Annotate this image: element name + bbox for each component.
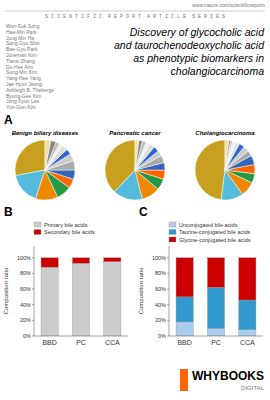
legend-label: Primary bile acids — [44, 222, 88, 228]
pie-slice — [135, 140, 139, 170]
y-tick-label: 80% — [20, 270, 31, 276]
x-tick-label: CCA — [105, 339, 120, 346]
pie-slice — [135, 170, 165, 179]
x-tick-label: BBD — [42, 339, 56, 346]
legend: Primary bile acidsSecondary bile acids — [34, 222, 95, 236]
author-line: Yun-Gon Kim — [6, 104, 36, 110]
pie-slice — [45, 141, 56, 170]
bar — [239, 258, 256, 300]
x-axis-line — [169, 336, 263, 337]
legend-swatch — [169, 237, 176, 242]
header-rule — [5, 11, 265, 12]
legend-label: Glycine-conjugated bile acids — [179, 237, 251, 243]
bars — [41, 258, 121, 336]
legend-swatch — [34, 222, 41, 227]
pie-slice — [225, 141, 232, 170]
header-text: S C I E N T I F I C R E P O R T A R T I … — [45, 14, 225, 20]
title-line: as phenotypic biomarkers in — [133, 52, 264, 64]
bar — [207, 258, 224, 288]
bar — [207, 287, 224, 328]
y-tick-label: 40% — [20, 302, 31, 308]
legend-label: Secondary bile acids — [44, 229, 95, 235]
y-axis-line — [169, 246, 170, 336]
x-axis: BBD PC CCA — [177, 339, 255, 346]
legend-swatch — [169, 222, 176, 227]
website: www.nature.com/scientificreports — [192, 2, 266, 8]
legend-swatch — [169, 230, 176, 235]
x-axis: BBD PC CCA — [42, 339, 120, 346]
panel-label: A — [4, 113, 13, 127]
logo-text: WHYBOOKS — [192, 369, 264, 383]
y-tick-label: 80% — [155, 270, 166, 276]
logo-mark — [180, 369, 188, 391]
x-tick-label: PC — [76, 339, 86, 346]
background — [0, 0, 270, 400]
page: www.nature.com/scientificreports S C I E … — [0, 0, 270, 400]
legend-label: Unconjugated bile acids — [179, 222, 238, 228]
title: Discovery of glycocholic acidand tauroch… — [114, 26, 265, 77]
bar — [207, 328, 224, 336]
pie-slice — [135, 140, 142, 170]
pie-slice — [225, 140, 231, 170]
y-tick-label: 0% — [158, 333, 166, 339]
x-axis-line — [34, 336, 128, 337]
title-line: cholangiocarcinoma — [171, 65, 265, 77]
legend: Unconjugated bile acidsTaurine-conjugate… — [169, 222, 251, 243]
bar — [104, 258, 121, 262]
pie-title: Cholangiocarcinoma — [195, 130, 255, 136]
pie-title: Pancreatic cancer — [109, 130, 161, 136]
bar — [176, 297, 193, 322]
pie-slice — [195, 140, 225, 200]
y-tick-label: 60% — [20, 286, 31, 292]
pie-slice — [45, 140, 51, 170]
pie-slice — [225, 141, 236, 170]
y-tick-label: 100% — [17, 255, 31, 261]
legend-label: Taurine-conjugated bile acids — [179, 229, 250, 235]
pie-slice — [45, 170, 75, 179]
title-line: Discovery of glycocholic acid — [130, 26, 265, 38]
bars — [176, 258, 256, 336]
bar — [72, 263, 89, 336]
pie-slice — [15, 140, 45, 176]
bar — [239, 300, 256, 330]
pie-slice — [135, 141, 146, 170]
y-tick-label: 100% — [152, 255, 166, 261]
bar — [239, 330, 256, 336]
y-tick-label: 20% — [20, 317, 31, 323]
logo-subtext: DIGITAL — [241, 385, 265, 391]
legend-swatch — [34, 230, 41, 235]
y-tick-label: 20% — [155, 317, 166, 323]
title-line: and taurochenodeoxycholic acid — [114, 39, 265, 51]
bar — [176, 322, 193, 336]
x-tick-label: PC — [211, 339, 221, 346]
pie-title: Benign biliary diseases — [12, 130, 79, 136]
y-tick-label: 60% — [155, 286, 166, 292]
bar — [41, 258, 58, 267]
authors: Won-Suk SongHae-Min ParkJung Min HaSang … — [6, 23, 54, 110]
bar — [104, 262, 121, 336]
bar — [41, 267, 58, 336]
pie — [105, 140, 165, 200]
x-tick-label: BBD — [177, 339, 191, 346]
y-axis: 0% 20% 40% 60% 80% 100% — [152, 255, 169, 339]
panel-label: C — [139, 205, 148, 219]
y-tick-label: 0% — [23, 333, 31, 339]
pie — [15, 140, 75, 200]
pie-slice — [225, 140, 229, 170]
panel-label: B — [4, 205, 13, 219]
bar — [176, 258, 193, 297]
y-axis: 0% 20% 40% 60% 80% 100% — [17, 255, 34, 339]
pie — [195, 140, 255, 200]
bar — [72, 258, 89, 263]
y-tick-label: 40% — [155, 302, 166, 308]
y-axis-label: Composition ratio — [3, 267, 9, 314]
y-axis-line — [34, 246, 35, 336]
x-tick-label: CCA — [240, 339, 255, 346]
y-axis-label: Composition ratio — [138, 267, 144, 314]
